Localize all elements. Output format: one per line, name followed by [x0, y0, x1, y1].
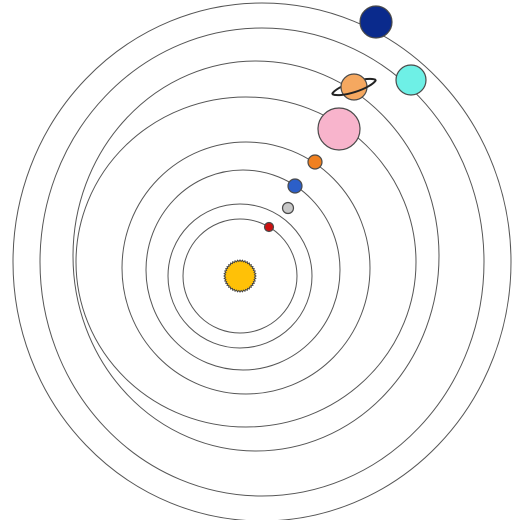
orbit-uranus — [39, 27, 485, 497]
jupiter-body — [317, 107, 361, 151]
uranus-body — [395, 64, 427, 96]
planet-earth — [287, 178, 303, 194]
planet-neptune — [359, 5, 393, 39]
celestial-bodies — [223, 5, 427, 293]
planet-saturn — [331, 73, 377, 101]
planet-venus — [281, 201, 295, 215]
mercury-body — [263, 221, 275, 233]
orbit-group — [12, 2, 512, 520]
orbit-earth — [145, 169, 341, 371]
planet-uranus — [395, 64, 427, 96]
orbit-mercury — [182, 218, 298, 334]
orbit-neptune — [12, 2, 512, 520]
orbit-venus — [167, 203, 313, 349]
neptune-body — [359, 5, 393, 39]
orbit-saturn — [72, 60, 440, 452]
planet-mercury — [263, 221, 275, 233]
sun-core — [227, 263, 253, 289]
orbit-mars — [121, 141, 371, 395]
saturn-ring-front — [331, 79, 377, 97]
planet-mars — [307, 154, 323, 170]
earth-body — [287, 178, 303, 194]
orbit-jupiter — [75, 96, 417, 428]
venus-body — [281, 201, 295, 215]
mars-body — [307, 154, 323, 170]
planet-jupiter — [317, 107, 361, 151]
saturn-body — [340, 73, 368, 101]
sun-icon — [223, 259, 257, 293]
